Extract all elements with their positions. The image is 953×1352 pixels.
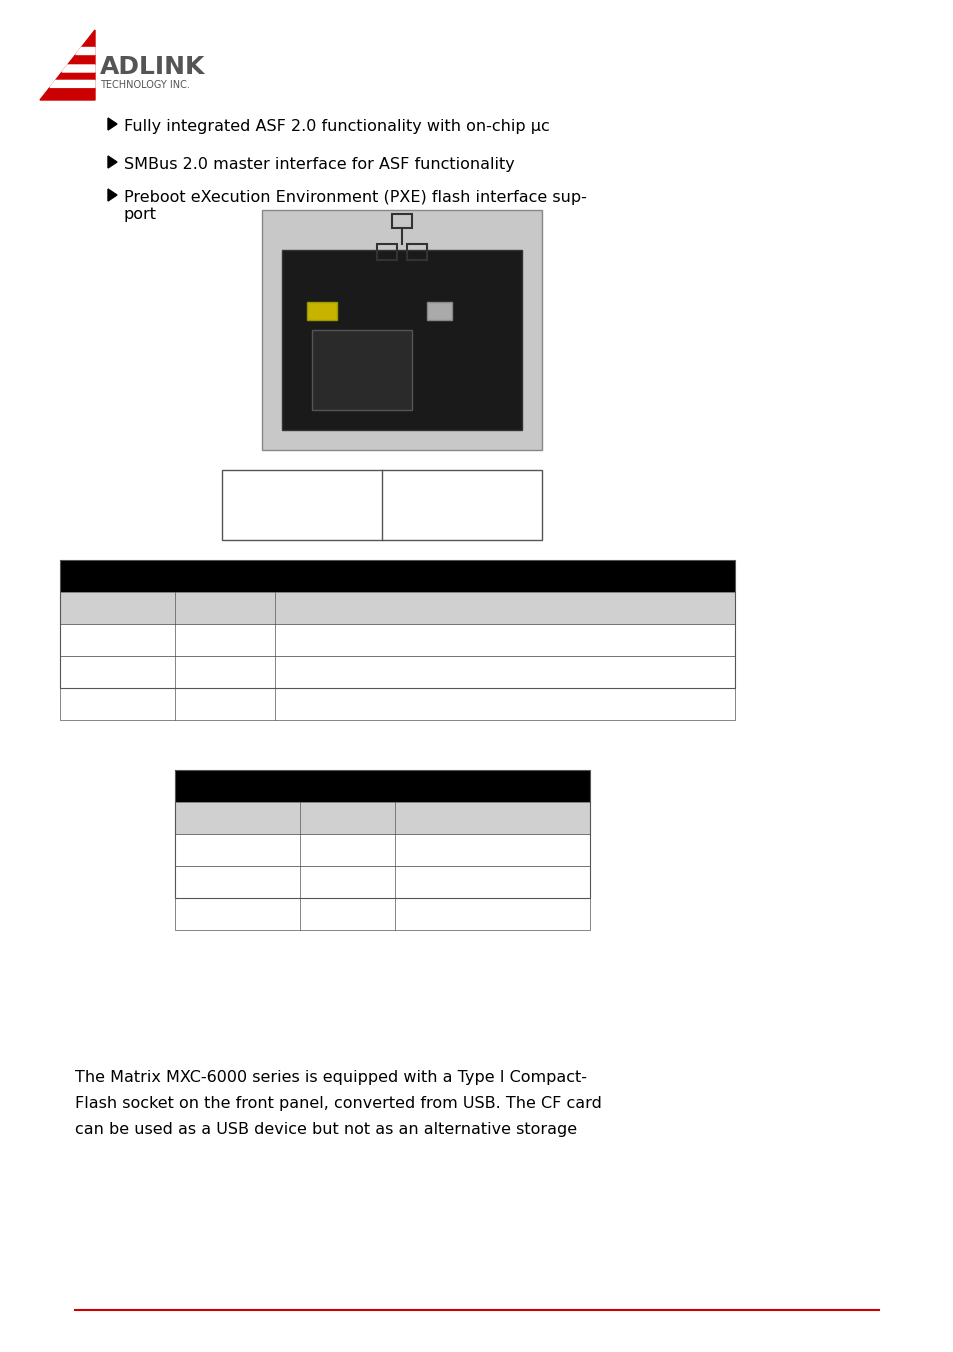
Text: The Matrix MXC-6000 series is equipped with a Type I Compact-: The Matrix MXC-6000 series is equipped w… <box>75 1069 586 1086</box>
Polygon shape <box>50 80 95 88</box>
Bar <box>60 560 734 688</box>
Polygon shape <box>108 155 117 168</box>
Text: OFF: OFF <box>308 842 335 857</box>
Bar <box>60 688 734 721</box>
Bar <box>307 301 336 320</box>
Text: ON: ON <box>183 664 205 680</box>
Bar <box>282 250 521 430</box>
Text: SMBus 2.0 master interface for ASF functionality: SMBus 2.0 master interface for ASF funct… <box>124 157 515 172</box>
Bar <box>60 592 734 625</box>
Bar <box>174 771 589 898</box>
Text: Ethernet port is connected and active.: Ethernet port is connected and active. <box>285 696 566 711</box>
Polygon shape <box>75 47 95 54</box>
Bar <box>312 330 412 410</box>
Text: Green/Orange: Green/Orange <box>413 503 511 516</box>
Text: 10 Mbps: 10 Mbps <box>402 842 464 857</box>
Text: Preboot eXecution Environment (PXE) flash interface sup-
port: Preboot eXecution Environment (PXE) flas… <box>124 191 586 222</box>
Text: Flash socket on the front panel, converted from USB. The CF card: Flash socket on the front panel, convert… <box>75 1096 601 1111</box>
Text: Green: Green <box>308 875 352 890</box>
Polygon shape <box>108 189 117 201</box>
Polygon shape <box>108 118 117 130</box>
Text: TECHNOLOGY INC.: TECHNOLOGY INC. <box>100 80 190 91</box>
Text: Speed LED: Speed LED <box>424 488 499 502</box>
Text: Fully integrated ASF 2.0 functionality with on-chip μc: Fully integrated ASF 2.0 functionality w… <box>124 119 549 134</box>
Bar <box>174 834 589 867</box>
Text: Ethernet port is disconnected.: Ethernet port is disconnected. <box>285 633 506 648</box>
Text: 100 Mbps: 100 Mbps <box>402 875 474 890</box>
Bar <box>174 802 589 834</box>
Text: Yellow: Yellow <box>280 503 323 516</box>
Polygon shape <box>40 30 95 100</box>
Text: Flashing: Flashing <box>183 696 244 711</box>
Bar <box>60 560 734 592</box>
Text: can be used as a USB device but not as an alternative storage: can be used as a USB device but not as a… <box>75 1122 577 1137</box>
Text: Active/Link: Active/Link <box>264 488 339 502</box>
Text: ADLINK: ADLINK <box>100 55 205 78</box>
Bar <box>174 867 589 898</box>
Polygon shape <box>62 65 95 72</box>
Bar <box>376 243 396 260</box>
Text: 1000 Mbps: 1000 Mbps <box>402 906 483 922</box>
Text: Green/Orange: Green/Orange <box>183 875 287 890</box>
Text: Yellow: Yellow <box>68 664 112 680</box>
Bar <box>60 656 734 688</box>
Bar <box>407 243 427 260</box>
Text: Orange: Orange <box>308 906 362 922</box>
Bar <box>174 771 589 802</box>
Bar <box>60 625 734 656</box>
Bar <box>222 470 541 539</box>
Text: OFF: OFF <box>183 633 211 648</box>
Bar <box>262 210 541 450</box>
Bar <box>174 898 589 930</box>
Bar <box>392 214 412 228</box>
Text: Ethernet port is connected with no activity.: Ethernet port is connected with no activ… <box>285 664 600 680</box>
Bar <box>427 301 452 320</box>
